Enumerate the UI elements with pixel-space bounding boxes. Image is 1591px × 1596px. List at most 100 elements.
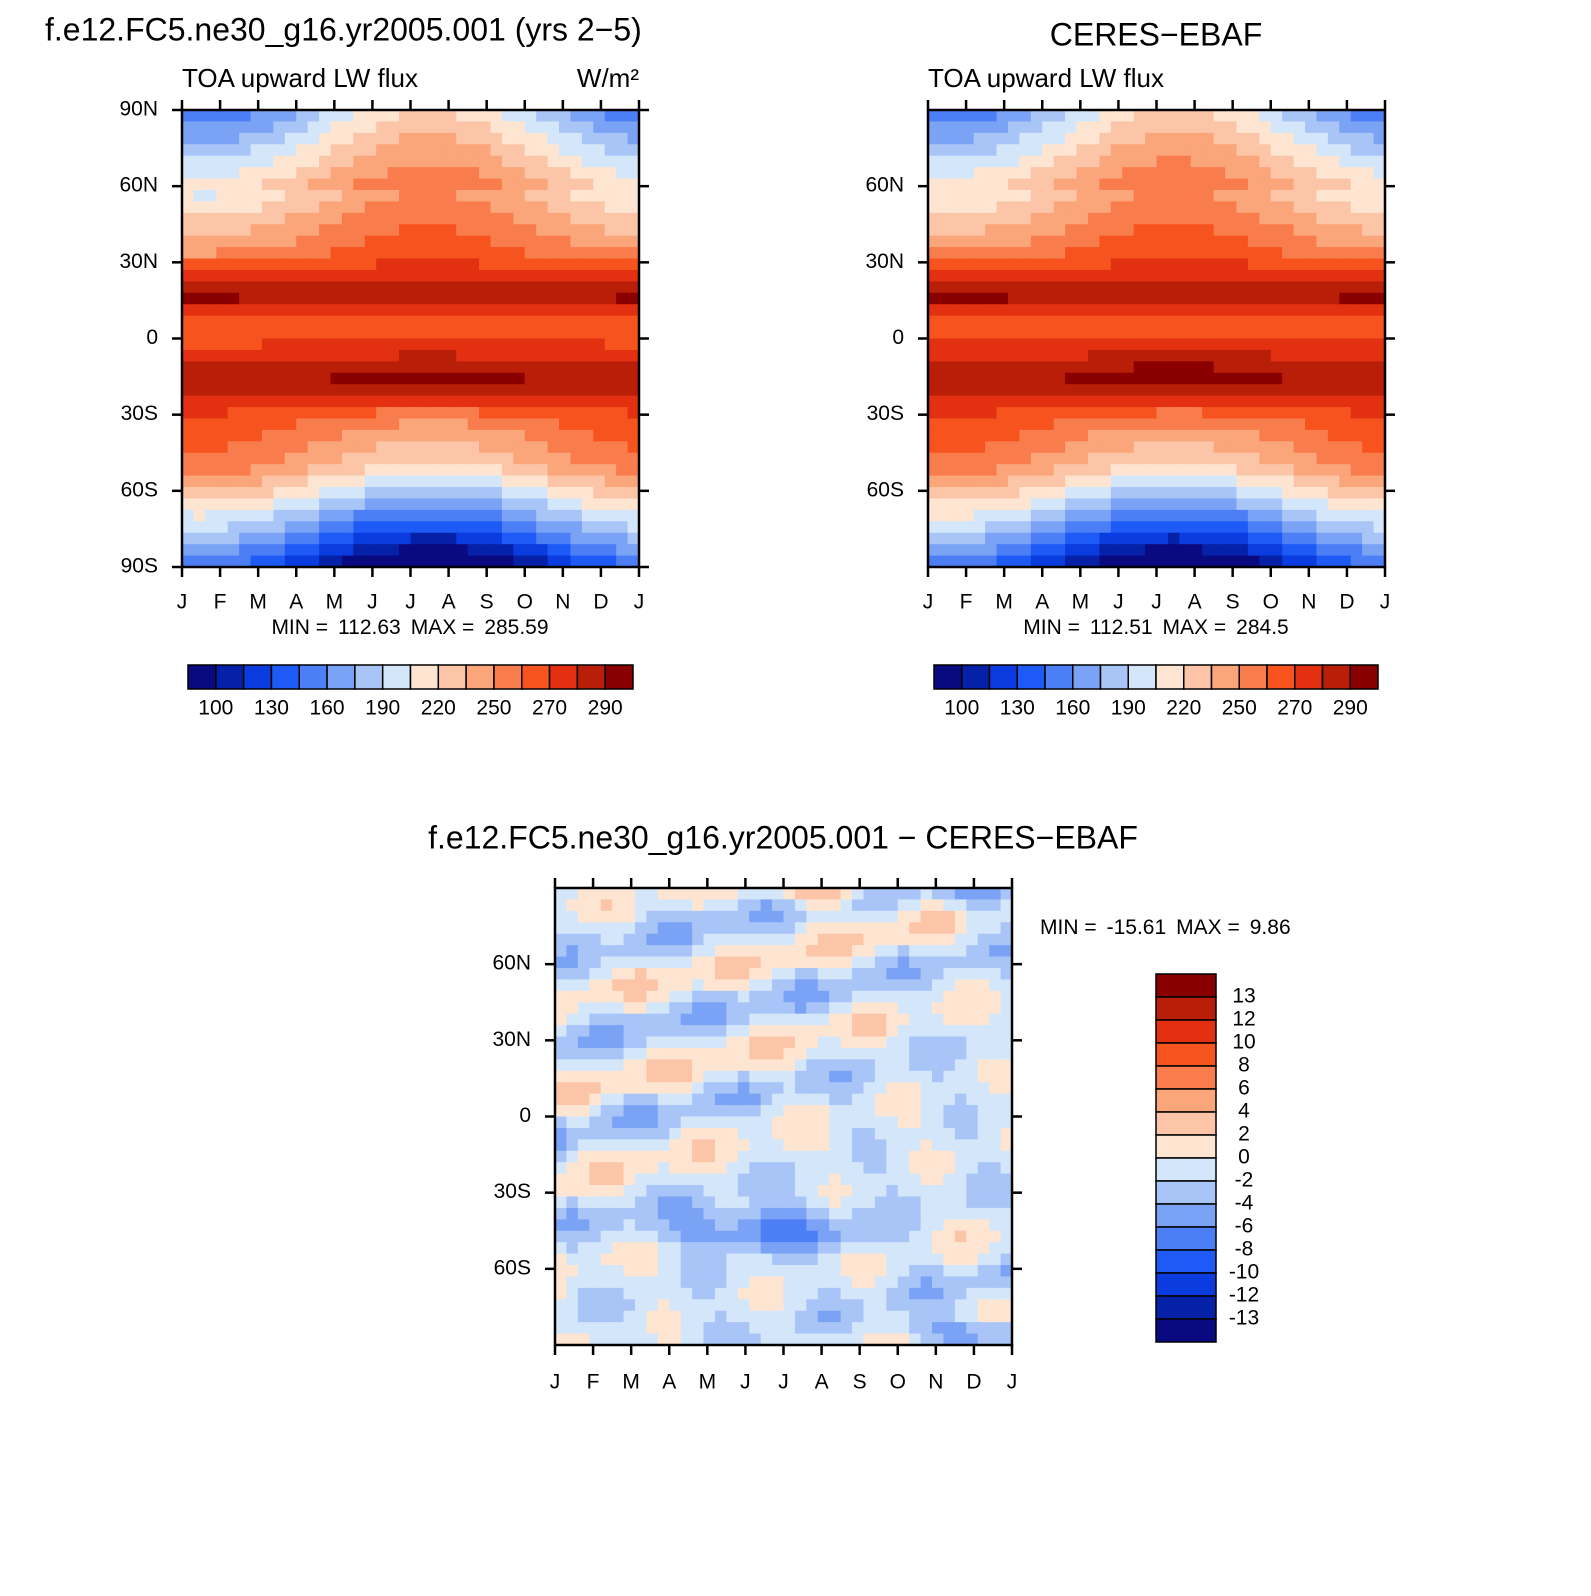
contour-cell [1099,259,1111,271]
contour-cell [548,224,560,236]
stat-min-label: MIN = [1023,616,1080,639]
contour-cell [548,304,560,316]
contour-cell [818,1071,830,1083]
contour-cell [738,1105,750,1117]
contour-cell [456,144,468,156]
contour-cell [966,957,978,969]
contour-cell [646,1219,658,1231]
contour-cell [772,1174,784,1186]
contour-cell [1214,293,1226,305]
contour-cell [943,1288,955,1300]
contour-cell [612,934,624,946]
contour-cell [353,464,365,476]
contour-cell [692,968,704,980]
contour-cell [761,957,773,969]
contour-cell [525,213,537,225]
contour-cell [589,1117,601,1129]
contour-cell [939,498,951,510]
contour-cell [411,270,423,282]
contour-cell [1236,430,1248,442]
contour-cell [1019,430,1031,442]
contour-cell [468,121,480,133]
contour-cell [1077,133,1089,145]
contour-cell [989,968,1001,980]
contour-cell [589,934,601,946]
contour-cell [331,510,343,522]
contour-cell [422,259,434,271]
contour-cell [875,1105,887,1117]
contour-cell [273,384,285,396]
contour-cell [886,1242,898,1254]
contour-cell [616,441,628,453]
contour-cell [570,190,582,202]
contour-cell [1316,270,1328,282]
contour-cell [331,133,343,145]
contour-cell [692,1151,704,1163]
contour-cell [1134,144,1146,156]
contour-cell [928,453,940,465]
contour-cell [548,533,560,545]
contour-cell [624,991,636,1003]
contour-cell [1042,156,1054,168]
contour-cell [635,899,647,911]
contour-cell [205,304,217,316]
contour-cell [388,110,400,122]
contour-cell [898,934,910,946]
contour-cell [1077,281,1089,293]
contour-cell [251,110,263,122]
contour-cell [251,247,263,259]
contour-cell [715,1071,727,1083]
y-tick-label: 60S [867,478,904,501]
contour-cell [319,270,331,282]
contour-cell [205,464,217,476]
contour-cell [388,464,400,476]
contour-cell [365,384,377,396]
contour-cell [761,1082,773,1094]
contour-cell [852,922,864,934]
contour-cell [1031,167,1043,179]
contour-cell [863,1014,875,1026]
contour-cell [1225,213,1237,225]
contour-cell [376,293,388,305]
contour-cell [319,487,331,499]
contour-cell [1042,430,1054,442]
contour-cell [525,498,537,510]
contour-cell [566,1208,578,1220]
contour-cell [997,327,1009,339]
contour-cell [921,1174,933,1186]
contour-cell [928,476,940,488]
contour-cell [601,945,613,957]
contour-cell [616,270,628,282]
contour-cell [205,201,217,213]
contour-cell [1236,350,1248,362]
contour-cell [635,934,647,946]
contour-cell [704,1117,716,1129]
contour-cell [1271,316,1283,328]
contour-cell [997,476,1009,488]
contour-cell [570,476,582,488]
contour-cell [1248,259,1260,271]
contour-cell [1294,281,1306,293]
contour-cell [468,373,480,385]
contour-cell [1316,110,1328,122]
contour-cell [262,190,274,202]
contour-cell [296,304,308,316]
contour-cell [921,1311,933,1323]
contour-cell [502,110,514,122]
colorbar-box [188,665,216,689]
contour-cell [784,1139,796,1151]
contour-cell [818,1025,830,1037]
contour-cell [669,1128,681,1140]
contour-cell [1236,110,1248,122]
contour-cell [1225,361,1237,373]
contour-cell [875,911,887,923]
contour-cell [795,934,807,946]
contour-cell [928,224,940,236]
contour-cell [589,1139,601,1151]
contour-cell [1145,316,1157,328]
contour-cell [536,236,548,248]
y-tick-label: 90N [119,98,158,121]
contour-cell [1054,418,1066,430]
contour-cell [578,1105,590,1117]
contour-cell [1008,487,1020,499]
